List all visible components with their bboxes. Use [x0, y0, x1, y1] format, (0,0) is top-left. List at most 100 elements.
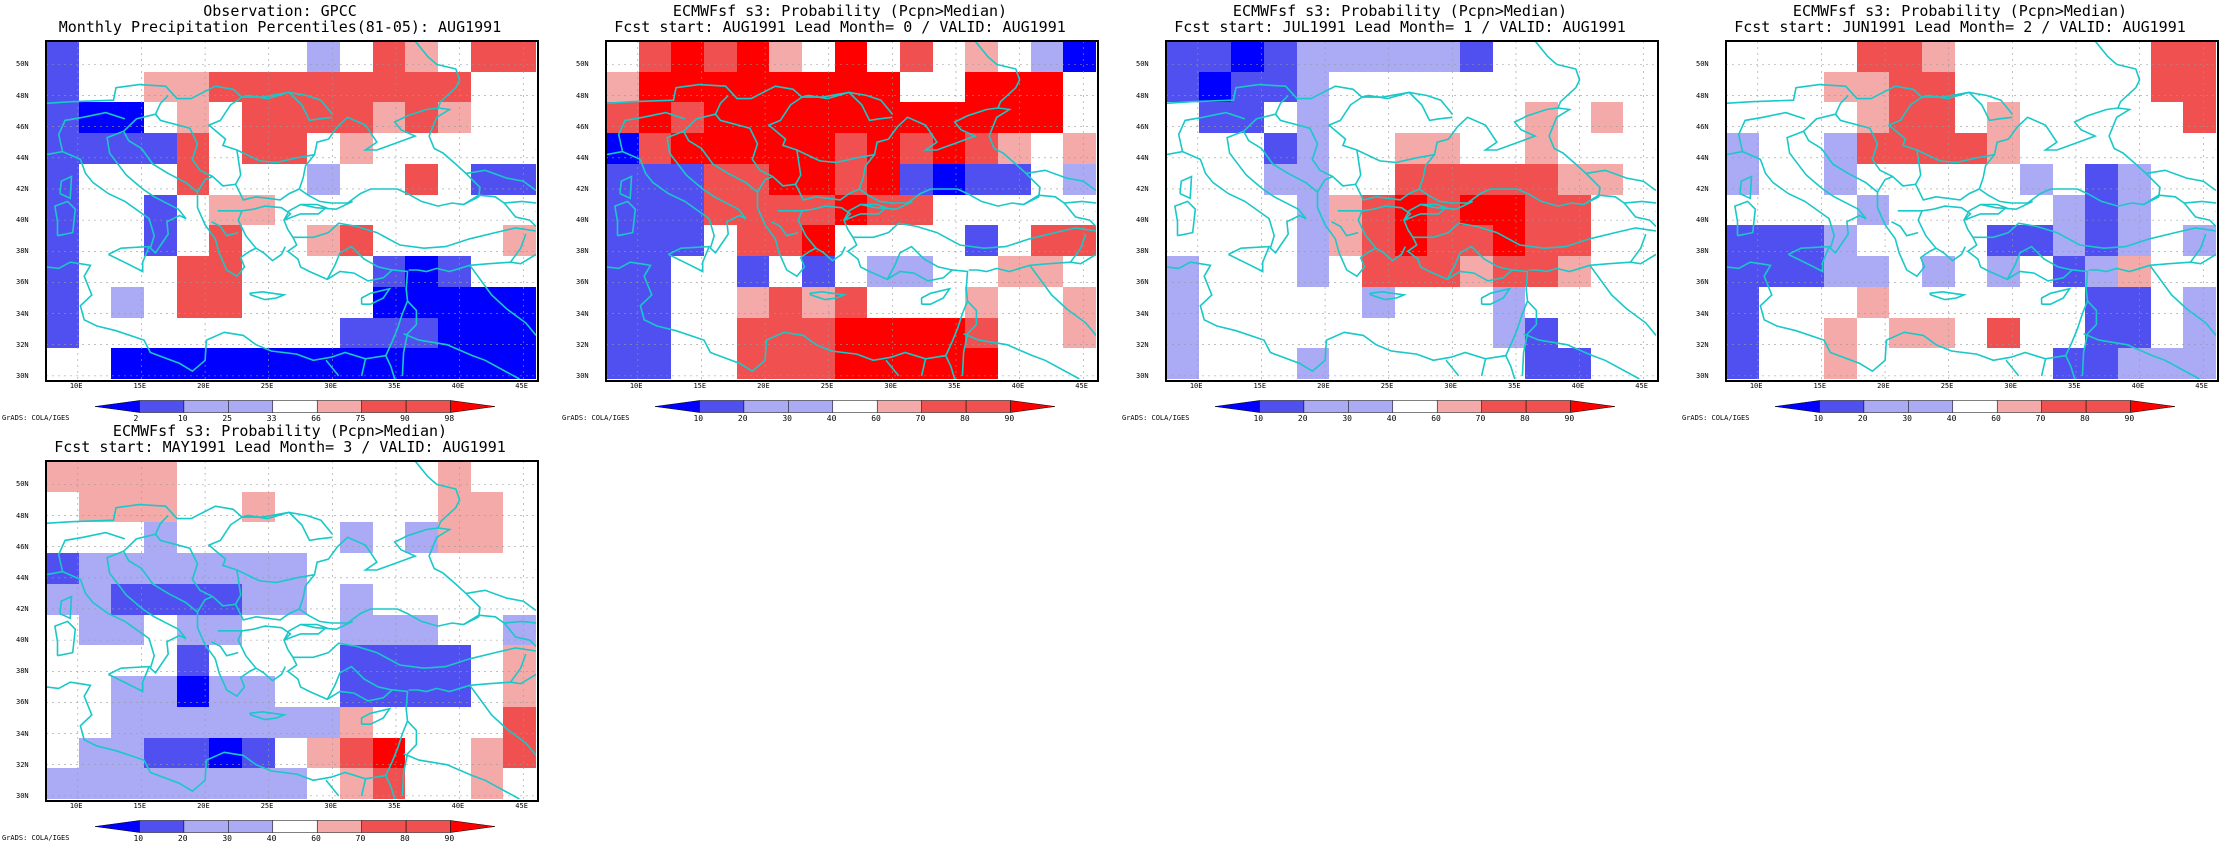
grid-cell — [144, 706, 177, 738]
grid-cell — [1296, 41, 1330, 72]
coastline — [1922, 91, 2013, 122]
coastline — [1585, 169, 1656, 192]
grid-cell — [1063, 133, 1096, 164]
grid-cell — [470, 348, 504, 379]
grid-cell — [405, 348, 438, 379]
grid-cell — [2150, 71, 2184, 103]
grid-cell — [802, 317, 835, 349]
grid-cell — [438, 133, 471, 164]
grid-cell — [1558, 71, 1591, 103]
latitude-label: 32N — [1136, 340, 1149, 349]
grid-cell — [78, 676, 112, 707]
grid-cell — [1623, 71, 1656, 103]
grid-cell — [1030, 71, 1064, 103]
grid-cell — [1987, 41, 2020, 72]
latitude-label: 46N — [16, 122, 29, 131]
coastline — [756, 175, 774, 193]
panel-subtitle: Monthly Precipitation Percentiles(81-05)… — [58, 18, 502, 36]
grid-cell — [78, 645, 112, 677]
grid-cell — [307, 286, 340, 318]
coastline — [1737, 111, 1806, 152]
grid-cell — [704, 256, 737, 287]
coastline — [1166, 83, 1454, 115]
colorbar-segment — [183, 400, 229, 413]
grid-cell — [998, 133, 1031, 164]
colorbar-label: 10 — [693, 414, 704, 423]
grid-cell — [2085, 163, 2118, 195]
grid-cell — [307, 317, 340, 349]
grid-cell — [209, 256, 242, 287]
grid-cell — [2052, 225, 2086, 257]
grid-cell — [176, 163, 210, 195]
grid-cell — [769, 102, 802, 134]
colorbar-label: 70 — [2035, 414, 2046, 423]
colorbar-segment — [316, 400, 362, 413]
latitude-label: 38N — [576, 247, 589, 256]
grid-cell — [900, 317, 933, 349]
colorbar-segment — [1303, 400, 1349, 413]
colorbar-segment — [1952, 400, 1998, 413]
coastline — [1368, 290, 1408, 301]
grid-cell — [1889, 41, 1922, 72]
colorbar-label: 10 — [133, 834, 144, 843]
grid-cell — [144, 645, 177, 677]
grid-cell — [606, 194, 639, 226]
grid-cell — [2020, 41, 2053, 72]
latitude-label: 46N — [1696, 122, 1709, 131]
coastline — [465, 169, 536, 192]
coastline — [401, 300, 418, 376]
latitude-label: 42N — [1136, 184, 1149, 193]
coastline — [154, 514, 169, 535]
latitude-label: 36N — [16, 698, 29, 707]
coastline — [796, 149, 875, 164]
grid-cell — [1590, 348, 1624, 379]
panel-title: ECMWFsf s3: Probability (Pcpn>Median) — [112, 422, 448, 440]
grid-cell — [1427, 225, 1460, 257]
grid-cell — [1824, 256, 1857, 287]
grid-cell — [1427, 133, 1460, 164]
colorbar-segment — [1996, 400, 2042, 413]
coastline — [619, 175, 633, 200]
coastline — [614, 200, 637, 237]
grid-cell — [1954, 225, 1988, 257]
grid-cell — [736, 225, 770, 257]
grid-cell — [1231, 256, 1264, 287]
grid-cell — [1264, 317, 1297, 349]
colorbar-label: 30 — [222, 834, 232, 843]
coastline — [1446, 245, 1513, 280]
coastline — [1179, 175, 1193, 200]
colorbar — [1775, 400, 2175, 413]
grid-cell — [242, 133, 275, 164]
grid-cell — [372, 41, 406, 72]
grid-cell — [144, 102, 177, 134]
latitude-label: 40N — [576, 216, 589, 225]
panel-title: ECMWFsf s3: Probability (Pcpn>Median) — [1792, 2, 2128, 20]
grid-cell — [1030, 348, 1064, 379]
grid-cell — [1063, 41, 1096, 72]
grid-cell — [1296, 256, 1330, 287]
coastline — [503, 202, 536, 227]
grid-cell — [1558, 133, 1591, 164]
grid-cell — [307, 133, 340, 164]
coastline — [503, 622, 536, 647]
coastline — [1876, 175, 1894, 193]
grid-cell — [340, 41, 373, 72]
grid-cell — [242, 522, 275, 554]
grid-cell — [1264, 256, 1297, 287]
grid-cell — [1726, 317, 1759, 349]
coastline — [961, 300, 978, 376]
grid-cell — [867, 133, 900, 164]
grid-cell — [144, 71, 177, 103]
grid-cell — [1264, 71, 1297, 103]
grid-cell — [1492, 133, 1526, 164]
grid-cell — [704, 71, 737, 103]
grid-cell — [405, 286, 438, 318]
grid-cell — [1492, 71, 1526, 103]
colorbar — [1215, 400, 1615, 413]
longitude-label: 35E — [948, 382, 961, 390]
coastline — [920, 287, 952, 306]
grid-cell — [340, 286, 373, 318]
colorbar-label: 10 — [177, 414, 188, 423]
grid-cell — [111, 676, 144, 707]
coastline — [683, 96, 803, 187]
